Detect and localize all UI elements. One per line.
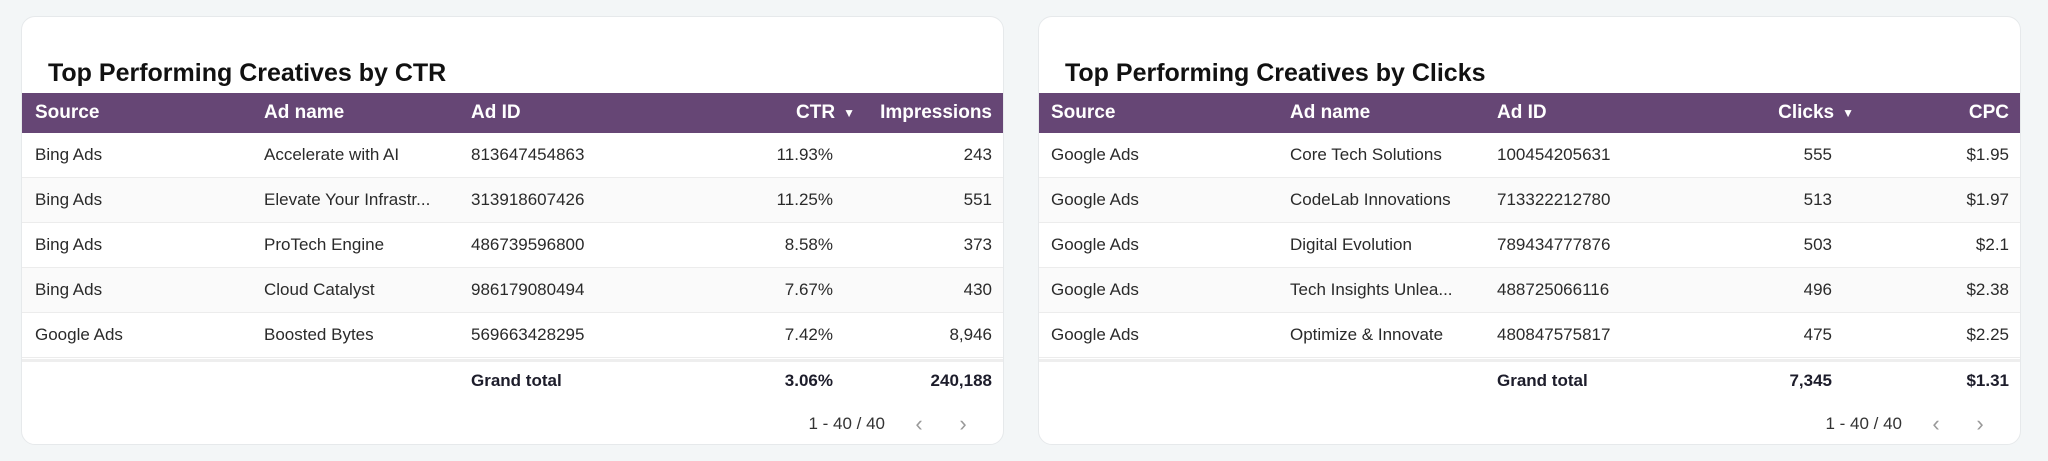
pagination-range: 1 - 40 / 40: [1825, 414, 1902, 433]
next-page-button[interactable]: ›: [959, 411, 967, 436]
table-title: Top Performing Creatives by Clicks: [1065, 59, 1486, 87]
column-header-metric2[interactable]: Impressions: [880, 102, 992, 123]
cell-ad-name: Optimize & Innovate: [1290, 325, 1444, 344]
cell-ad-id: 488725066116: [1497, 280, 1610, 299]
table-header: Source Ad name Ad ID Clicks ▼ CPC: [1039, 93, 2020, 133]
cell-ad-id: 789434777876: [1497, 235, 1611, 254]
cell-ad-id: 480847575817: [1497, 325, 1611, 344]
table-row[interactable]: Bing Ads Elevate Your Infrastr... 31391860…: [22, 178, 1003, 223]
cell-source: Bing Ads: [35, 145, 103, 164]
cell-source: Google Ads: [1051, 190, 1139, 209]
column-header-ad-name[interactable]: Ad name: [264, 102, 345, 123]
cell-metric2: $1.95: [1966, 145, 2009, 164]
cell-metric1: 7.67%: [784, 280, 833, 299]
cell-ad-id: 813647454863: [471, 145, 585, 164]
cell-source: Google Ads: [1051, 145, 1139, 164]
cell-metric1: 555: [1803, 145, 1832, 164]
column-header-source[interactable]: Source: [1051, 102, 1116, 123]
cell-metric2: $1.97: [1966, 190, 2009, 209]
cell-ad-id: 986179080494: [471, 280, 585, 299]
grand-total-metric2: 240,188: [930, 370, 992, 390]
table-row[interactable]: Bing Ads Accelerate with AI 813647454863 11…: [22, 133, 1003, 178]
cell-ad-name: Accelerate with AI: [264, 145, 400, 164]
cell-metric1: 503: [1803, 235, 1832, 254]
cell-ad-id: 313918607426: [471, 190, 585, 209]
column-header-metric1[interactable]: CTR ▼: [796, 102, 855, 124]
cell-metric1: 496: [1803, 280, 1832, 299]
sort-desc-icon: ▼: [1842, 105, 1854, 120]
cell-source: Google Ads: [1051, 280, 1139, 299]
grand-total-metric2: $1.31: [1966, 370, 2009, 390]
cell-ad-name: CodeLab Innovations: [1290, 190, 1451, 209]
column-header-label: Clicks: [1778, 102, 1835, 123]
cell-metric1: 11.93%: [776, 145, 833, 164]
cell-metric2: 551: [963, 190, 992, 209]
clicks-table-card: Top Performing Creatives by Clicks Source…: [1038, 16, 2021, 445]
cell-source: Bing Ads: [35, 190, 103, 209]
table-row[interactable]: Google Ads Boosted Bytes 569663428295 7.42%…: [22, 313, 1003, 358]
table-row[interactable]: Google Ads Optimize & Innovate 48084757581…: [1039, 313, 2020, 358]
cell-ad-id: 713322212780: [1497, 190, 1611, 209]
table-row[interactable]: Google Ads Tech Insights Unlea... 48872506…: [1039, 268, 2020, 313]
grand-total-metric1: 3.06%: [784, 370, 833, 390]
cell-ad-name: Tech Insights Unlea...: [1290, 280, 1453, 299]
column-header-source[interactable]: Source: [35, 102, 100, 123]
table-row[interactable]: Google Ads Digital Evolution 789434777876 5…: [1039, 223, 2020, 268]
table-row[interactable]: Google Ads Core Tech Solutions 10045420563…: [1039, 133, 2020, 178]
cell-metric2: 8,946: [949, 325, 992, 344]
column-header-ad-id[interactable]: Ad ID: [1497, 102, 1547, 123]
prev-page-button[interactable]: ‹: [1932, 411, 1940, 436]
cell-ad-id: 486739596800: [471, 235, 585, 254]
pagination: 1 - 40 / 40 ‹ ›: [1825, 409, 2000, 439]
grand-total-label: Grand total: [471, 370, 562, 390]
cell-metric2: 373: [963, 235, 992, 254]
pagination: 1 - 40 / 40 ‹ ›: [808, 409, 983, 439]
table-row[interactable]: Bing Ads Cloud Catalyst 986179080494 7.67% 4…: [22, 268, 1003, 313]
ctr-table-card: Top Performing Creatives by CTR Source Ad …: [21, 16, 1004, 445]
cell-metric1: 7.42%: [784, 325, 833, 344]
cell-ad-name: Boosted Bytes: [264, 325, 374, 344]
column-header-metric2[interactable]: CPC: [1968, 102, 2009, 123]
cell-metric2: $2.25: [1966, 325, 2009, 344]
table-title: Top Performing Creatives by CTR: [48, 59, 447, 87]
table-row[interactable]: Bing Ads ProTech Engine 486739596800 8.58% 3…: [22, 223, 1003, 268]
cell-ad-id: 569663428295: [471, 325, 585, 344]
cell-metric1: 475: [1803, 325, 1832, 344]
next-page-button[interactable]: ›: [1976, 411, 1984, 436]
cell-ad-name: Cloud Catalyst: [264, 280, 375, 299]
column-header-ad-name[interactable]: Ad name: [1290, 102, 1371, 123]
cell-ad-id: 100454205631: [1497, 145, 1611, 164]
cell-metric1: 513: [1803, 190, 1832, 209]
grand-total-label: Grand total: [1497, 370, 1588, 390]
cell-source: Bing Ads: [35, 235, 103, 254]
cell-source: Google Ads: [35, 325, 123, 344]
prev-page-button[interactable]: ‹: [915, 411, 923, 436]
cell-source: Google Ads: [1051, 325, 1139, 344]
table-row[interactable]: Google Ads CodeLab Innovations 71332221278…: [1039, 178, 2020, 223]
cell-ad-name: Elevate Your Infrastr...: [264, 190, 431, 209]
table-header: Source Ad name Ad ID CTR ▼ Impressions: [22, 93, 1003, 133]
grand-total-metric1: 7,345: [1789, 370, 1832, 390]
sort-desc-icon: ▼: [843, 105, 855, 120]
cell-source: Google Ads: [1051, 235, 1139, 254]
cell-metric1: 8.58%: [784, 235, 833, 254]
column-header-ad-id[interactable]: Ad ID: [471, 102, 521, 123]
cell-ad-name: Digital Evolution: [1290, 235, 1412, 254]
cell-ad-name: Core Tech Solutions: [1290, 145, 1442, 164]
column-header-metric1[interactable]: Clicks ▼: [1778, 102, 1854, 124]
grand-total-row: Grand total 3.06% 240,188: [22, 359, 1003, 399]
cell-source: Bing Ads: [35, 280, 103, 299]
cell-metric2: 430: [963, 280, 992, 299]
column-header-label: CTR: [796, 102, 836, 123]
grand-total-row: Grand total 7,345 $1.31: [1039, 359, 2020, 399]
cell-metric2: $2.1: [1975, 235, 2009, 254]
cell-metric2: 243: [963, 145, 992, 164]
pagination-range: 1 - 40 / 40: [808, 414, 885, 433]
cell-metric1: 11.25%: [776, 190, 833, 209]
cell-metric2: $2.38: [1966, 280, 2009, 299]
cell-ad-name: ProTech Engine: [264, 235, 385, 254]
